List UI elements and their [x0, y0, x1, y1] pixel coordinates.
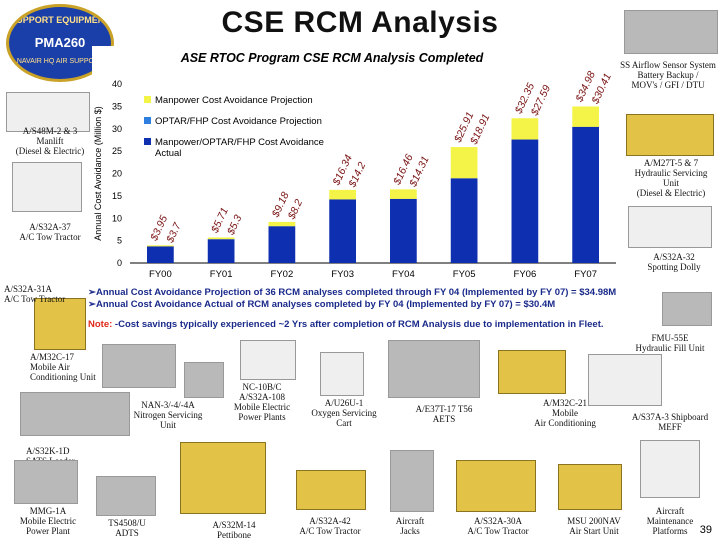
page-title: CSE RCM Analysis	[221, 6, 499, 39]
y-tick-label: 15	[112, 191, 122, 201]
bar-projection	[511, 118, 539, 140]
bar-actual	[268, 226, 296, 263]
equip-label-a-s32a30a: A/S32A-30A A/C Tow Tractor	[467, 516, 529, 536]
legend-swatch	[144, 117, 151, 124]
equip-label-a-m32c21: A/M32C-21 Mobile Air Conditioning	[534, 398, 596, 428]
y-axis-label: Annual Cost Avoidance (Million $)	[93, 106, 103, 240]
equip-label-platforms: Aircraft Maintenance Platforms	[646, 506, 694, 536]
equip-label-a-s32a31a: A/S32A-31A A/C Tow Tractor	[4, 284, 66, 304]
bar-actual	[329, 199, 356, 263]
equip-label-mmg1a: MMG-1A Mobile Electric Power Plant	[19, 506, 77, 536]
x-tick-label: FY02	[271, 269, 294, 280]
y-tick-label: 40	[112, 79, 122, 89]
equip-label-nc10: NC-10B/C A/S32A-108 Mobile Electric Powe…	[233, 382, 291, 422]
tow-tractor-31a-photo	[34, 298, 86, 350]
oxygen-cart-photo	[320, 352, 364, 396]
manlift-photo	[6, 92, 90, 132]
a-m32c17-photo	[102, 344, 176, 388]
chart-title: ASE RTOC Program CSE RCM Analysis Comple…	[180, 51, 484, 65]
aets-photo	[388, 340, 480, 398]
bar-projection	[390, 189, 417, 199]
spotting-dolly-photo	[628, 206, 712, 248]
legend-label: Manpower/OPTAR/FHP Cost Avoidance Actual	[155, 137, 324, 159]
bar-actual	[511, 139, 539, 263]
bar-projection	[329, 189, 356, 200]
legend-swatch	[144, 138, 151, 145]
page-number: 39	[699, 524, 712, 536]
fmu55e-photo	[662, 292, 712, 326]
hydraulic-servicing-photo	[626, 114, 714, 156]
note-bullet-1: ➢Annual Cost Avoidance Projection of 36 …	[88, 287, 617, 298]
equip-label-ss-airflow: SS Airflow Sensor System Battery Backup …	[620, 60, 716, 90]
equip-label-a-m32c17: A/M32C-17 Mobile Air Conditioning Unit	[30, 352, 96, 382]
y-tick-label: 20	[112, 169, 122, 179]
jacks-photo	[390, 450, 434, 512]
equip-label-ts4508: TS4508/U ADTS	[108, 518, 146, 538]
bar-actual	[450, 178, 478, 263]
legend-swatch	[144, 96, 151, 103]
bar-actual	[390, 198, 417, 263]
legend-label: OPTAR/FHP Cost Avoidance Projection	[155, 116, 322, 127]
equip-label-nan: NAN-3/-4/-4A Nitrogen Servicing Unit	[133, 400, 203, 430]
equip-label-a-s32m14: A/S32M-14 Pettibone	[212, 520, 256, 540]
y-tick-label: 0	[117, 258, 122, 268]
y-tick-label: 30	[112, 124, 122, 134]
bar-actual	[207, 239, 235, 263]
bar-projection	[450, 147, 478, 179]
note-text: -Cost savings typically experienced ~2 Y…	[112, 319, 604, 330]
airflow-sensor-photo	[624, 10, 718, 54]
x-tick-label: FY07	[574, 269, 597, 280]
pettibone-photo	[180, 442, 266, 514]
y-tick-label: 10	[112, 213, 122, 223]
equip-label-msu200: MSU 200NAV Air Start Unit	[567, 516, 621, 536]
equip-label-a-m27t: A/M27T-5 & 7 Hydraulic Servicing Unit (D…	[634, 158, 708, 198]
y-tick-label: 25	[112, 146, 122, 156]
mmg1a-photo	[14, 460, 78, 504]
nan-photo	[184, 362, 224, 398]
note-bullet-2: ➢Annual Cost Avoidance Actual of RCM ana…	[88, 299, 556, 310]
equip-label-a-e37t: A/E37T-17 T56 AETS	[415, 404, 473, 424]
ts4508-photo	[96, 476, 156, 516]
equip-label-jacks: Aircraft Jacks	[395, 516, 425, 536]
bar-actual	[572, 126, 599, 263]
bar-projection	[207, 237, 235, 240]
note-footnote: Note: -Cost savings typically experience…	[88, 319, 648, 330]
equip-label-a-s32a32: A/S32A-32 Spotting Dolly	[647, 252, 701, 272]
cost-avoidance-chart: ASE RTOC Program CSE RCM Analysis Comple…	[92, 46, 620, 282]
a-s32k1d-photo	[20, 392, 130, 436]
bar-projection	[572, 106, 599, 127]
bar-projection	[147, 245, 174, 247]
x-tick-label: FY03	[331, 269, 354, 280]
tow-tractor-30a-photo	[456, 460, 536, 512]
x-tick-label: FY06	[514, 269, 537, 280]
equip-label-a-u26u: A/U26U-1 Oxygen Servicing Cart	[311, 398, 377, 428]
bar-actual	[147, 246, 174, 263]
msu200-photo	[558, 464, 622, 510]
equip-label-fmu55e: FMU-55E Hydraulic Fill Unit	[635, 333, 705, 353]
bar-projection	[268, 221, 296, 227]
y-tick-label: 35	[112, 101, 122, 111]
x-tick-label: FY04	[392, 269, 415, 280]
equip-label-a-s32a42: A/S32A-42 A/C Tow Tractor	[299, 516, 361, 536]
equip-label-a-s32a37: A/S32A-37 A/C Tow Tractor	[19, 222, 81, 242]
meff-photo	[588, 354, 662, 406]
tow-tractor-42-photo	[296, 470, 366, 510]
x-tick-label: FY05	[453, 269, 476, 280]
x-tick-label: FY01	[210, 269, 233, 280]
equip-label-a-s37a3: A/S37A-3 Shipboard MEFF	[631, 412, 709, 432]
equip-label-a-s48m: A/S48M-2 & 3 Manlift (Diesel & Electric)	[15, 126, 85, 156]
legend-label: Manpower Cost Avoidance Projection	[155, 95, 313, 106]
nc10-photo	[240, 340, 296, 380]
note-label: Note:	[88, 319, 113, 330]
y-tick-label: 5	[117, 236, 122, 246]
notes-block: ➢Annual Cost Avoidance Projection of 36 …	[88, 287, 648, 330]
platforms-photo	[640, 440, 700, 498]
x-tick-label: FY00	[149, 269, 172, 280]
a-m32c21-photo	[498, 350, 566, 394]
tow-tractor-37-photo	[12, 162, 82, 212]
